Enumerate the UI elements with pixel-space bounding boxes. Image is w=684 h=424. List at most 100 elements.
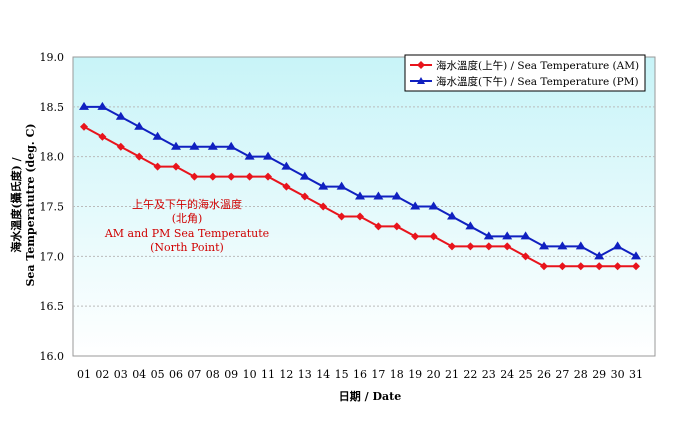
data-point-am [153, 162, 162, 171]
data-point-am [282, 182, 291, 191]
data-point-am [466, 242, 475, 251]
data-point-pm [79, 101, 89, 110]
x-tick-label: 28 [574, 368, 588, 381]
data-point-pm [226, 141, 237, 150]
data-point-am [264, 172, 272, 181]
x-tick-label: 24 [500, 368, 514, 381]
data-point-am [300, 192, 309, 201]
data-point-am [208, 172, 217, 181]
x-tick-label: 16 [353, 368, 367, 381]
data-point-pm [539, 241, 549, 250]
data-point-am [484, 242, 493, 251]
x-tick-label: 09 [224, 368, 238, 381]
y-tick-label: 17.5 [40, 201, 65, 214]
data-point-pm [134, 121, 145, 130]
x-tick-label: 27 [555, 368, 569, 381]
data-point-pm [373, 191, 384, 200]
data-point-am [227, 172, 236, 181]
x-tick-label: 14 [316, 368, 330, 381]
annotation-line: 上午及下午的海水溫度 [132, 197, 242, 211]
x-tick-label: 06 [169, 368, 183, 381]
data-point-pm [336, 181, 347, 190]
data-point-am [540, 262, 548, 271]
data-point-am [190, 172, 199, 181]
data-point-am [374, 222, 383, 231]
x-tick-label: 30 [611, 368, 625, 381]
x-tick-label: 19 [408, 368, 422, 381]
data-point-pm [207, 141, 218, 150]
x-tick-label: 17 [371, 368, 385, 381]
annotation-line: (北角) [172, 212, 203, 225]
data-point-pm [483, 231, 494, 240]
data-point-pm [244, 151, 255, 160]
data-point-am [632, 262, 640, 271]
x-tick-label: 12 [279, 368, 293, 381]
data-point-pm [520, 231, 531, 240]
data-point-pm [115, 111, 126, 120]
x-tick-label: 22 [463, 368, 477, 381]
data-point-am [172, 162, 180, 171]
x-tick-label: 29 [592, 368, 606, 381]
data-point-am [319, 202, 328, 211]
y-tick-label: 16.5 [40, 300, 65, 313]
data-point-pm [575, 241, 586, 250]
data-point-am [411, 232, 420, 241]
data-point-pm [263, 151, 273, 160]
y-tick-label: 18.5 [40, 101, 65, 114]
data-point-pm [410, 201, 421, 210]
data-point-pm [557, 241, 568, 250]
x-tick-label: 31 [629, 368, 643, 381]
data-point-am [135, 152, 144, 161]
x-tick-label: 18 [390, 368, 404, 381]
data-point-pm [631, 251, 641, 260]
data-point-am [558, 262, 567, 271]
data-point-pm [318, 181, 329, 190]
x-tick-label: 04 [132, 368, 146, 381]
data-point-am [245, 172, 254, 181]
x-axis-label: 日期 / Date [339, 389, 401, 403]
data-point-am [595, 262, 604, 271]
x-tick-label: 26 [537, 368, 551, 381]
data-point-am [392, 222, 401, 231]
x-tick-label: 10 [243, 368, 257, 381]
data-point-pm [355, 191, 365, 200]
x-tick-label: 25 [519, 368, 533, 381]
data-point-pm [97, 101, 108, 110]
data-point-am [337, 212, 346, 221]
y-tick-label: 19.0 [40, 51, 65, 64]
data-point-pm [428, 201, 439, 210]
data-point-am [576, 262, 585, 271]
x-tick-label: 08 [206, 368, 220, 381]
legend-label-pm: 海水溫度(下午) / Sea Temperature (PM) [436, 75, 639, 88]
x-tick-label: 05 [151, 368, 165, 381]
data-point-am [613, 262, 622, 271]
data-point-am [80, 122, 88, 131]
y-tick-label: 16.0 [40, 350, 65, 363]
x-tick-label: 20 [427, 368, 441, 381]
data-point-am [116, 142, 125, 151]
y-axis-label-2: Sea Temperatutre (deg. C) [24, 123, 37, 286]
x-tick-label: 11 [261, 368, 275, 381]
x-tick-label: 21 [445, 368, 459, 381]
data-point-am [448, 242, 456, 251]
data-point-pm [281, 161, 292, 170]
data-point-pm [299, 171, 310, 180]
x-tick-label: 13 [298, 368, 312, 381]
data-point-pm [391, 191, 402, 200]
data-point-am [356, 212, 364, 221]
legend-label-am: 海水溫度(上午) / Sea Temperature (AM) [436, 59, 639, 72]
annotation-line: (North Point) [150, 241, 224, 254]
x-tick-label: 01 [77, 368, 91, 381]
y-tick-label: 18.0 [40, 151, 65, 164]
y-tick-label: 17.0 [40, 250, 65, 263]
x-tick-label: 15 [335, 368, 349, 381]
data-point-am [429, 232, 438, 241]
annotation: 上午及下午的海水溫度 (北角) AM and PM Sea Temperatut… [104, 197, 269, 254]
annotation-line: AM and PM Sea Temperatute [104, 227, 269, 240]
data-point-pm [447, 211, 457, 220]
legend-marker-am [417, 61, 425, 69]
legend-marker-pm [417, 77, 425, 84]
y-axis-label-1: 海水溫度(攝氏度) / [9, 156, 23, 252]
